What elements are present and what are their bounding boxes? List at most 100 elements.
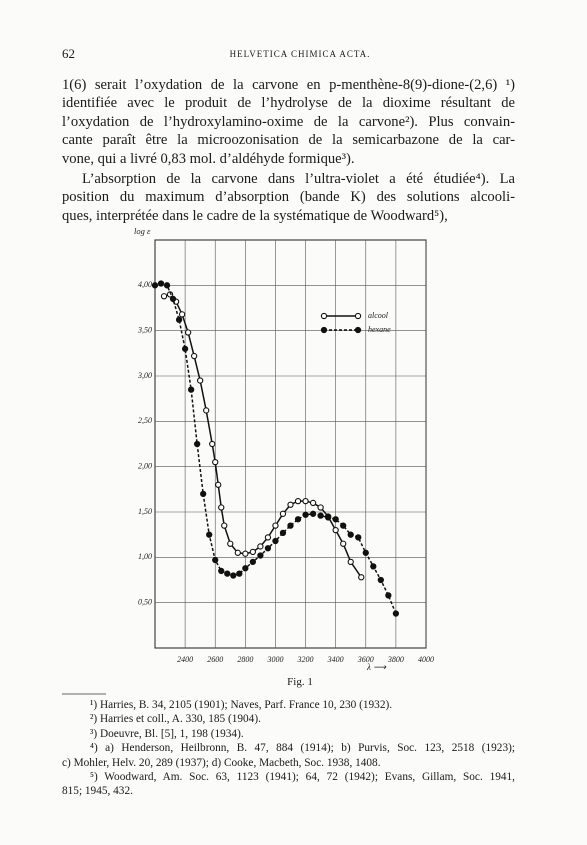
data-point [302,497,309,505]
legend-marker [354,312,362,320]
y-tick-label: 2,00 [138,461,152,470]
y-tick-label: 3,50 [137,325,152,334]
data-point [230,572,237,579]
x-tick-label: 3000 [266,655,283,664]
data-point [218,504,225,511]
data-point [302,511,309,518]
y-tick-label: 4,00 [138,280,152,289]
footnote-line: ¹) Harries, B. 34, 2105 (1901); Naves, P… [90,699,393,711]
paragraph-line: cante paraît être la microozonisation de… [62,132,515,149]
y-tick-label: 3,00 [137,371,152,380]
data-point [294,516,302,523]
x-axis-label: λ ⟶ [366,662,387,672]
paragraph-line: L’absorption de la carvone dans l’ultra-… [82,171,515,187]
data-point [209,440,216,448]
x-tick-label: 3800 [387,655,404,664]
data-point [347,558,354,566]
data-point [227,540,234,547]
data-point [370,563,377,570]
data-point [279,510,287,517]
data-point [224,570,231,577]
data-point [194,440,201,448]
data-point [215,481,222,488]
paragraph-line: l’oxydation de l’hydroxylamino-oxime de … [62,113,515,130]
data-point [355,534,362,541]
y-tick-label: 1,50 [138,507,152,516]
x-tick-label: 3200 [297,655,314,664]
data-point [287,501,294,508]
data-point [175,316,183,323]
footnote-line: ⁵) Woodward, Am. Soc. 63, 1123 (1941); 6… [90,771,515,783]
data-point [309,510,317,517]
data-point [242,565,249,572]
footnote-line: ²) Harries et coll., A. 330, 185 (1904). [90,713,261,726]
x-tick-label: 3600 [357,655,374,664]
data-point [218,567,225,575]
data-point [347,531,354,538]
paragraph-line: vone, qui a livré 0,83 mol. d’aldéhyde f… [62,150,355,167]
data-point [257,543,264,550]
data-point [197,377,204,384]
data-point [257,552,264,559]
data-point [392,610,400,617]
data-point [151,282,159,289]
data-point [212,458,219,466]
data-point [324,514,332,521]
data-point [206,531,213,538]
data-point [279,529,287,537]
data-point [294,497,302,505]
data-point [187,386,195,393]
data-point [340,522,347,529]
data-point [385,592,392,599]
data-point [362,549,369,556]
data-point [236,570,243,577]
data-point [287,522,294,529]
legend-label: alcool [368,311,389,320]
data-point [203,407,210,414]
data-point [272,522,279,529]
data-point [242,550,249,557]
data-point [249,548,257,556]
footnote-line: ³) Doeuvre, Bl. [5], 1, 198 (1934). [90,727,244,740]
data-point [317,504,324,511]
page-number: 62 [62,46,75,61]
y-tick-label: 2,50 [138,416,152,425]
x-tick-label: 4000 [418,655,434,664]
data-point [221,522,228,529]
running-title: HELVETICA CHIMICA ACTA. [229,49,371,59]
data-point [332,516,339,523]
data-point [190,352,198,360]
data-point [212,556,219,564]
footnote-line: ⁴) a) Henderson, Heilbronn, B. 47, 884 (… [90,742,515,755]
y-axis-label: log ε [134,226,151,236]
data-point [249,558,257,566]
data-point [317,512,324,519]
data-point [200,490,207,498]
x-tick-label: 2600 [207,655,223,664]
x-tick-label: 2800 [237,655,253,664]
paragraph-line: position du maximum d’absorption (bande … [62,189,515,206]
data-point [160,293,168,300]
data-point [264,534,272,541]
legend-marker [354,326,362,334]
paragraph-line: identifiée avec le produit de l’hydrolys… [62,95,515,112]
data-point [234,549,241,556]
data-point [358,574,365,581]
series-line [163,293,362,578]
data-point [272,537,279,545]
paragraph-line: ques, interprétée dans le cadre de la sy… [62,207,448,224]
data-point [377,576,384,584]
footnote-line: 815; 1945, 432. [62,785,133,798]
x-tick-label: 3400 [327,655,344,664]
y-tick-label: 1,00 [138,552,152,561]
data-point [340,540,347,547]
footnote-line: c) Mohler, Helv. 20, 289 (1937); d) Cook… [62,756,381,769]
data-point [166,291,174,298]
y-tick-label: 0,50 [138,597,152,606]
x-tick-label: 2400 [177,655,193,664]
data-point [169,295,177,303]
data-point [309,499,317,507]
data-point [157,280,165,287]
